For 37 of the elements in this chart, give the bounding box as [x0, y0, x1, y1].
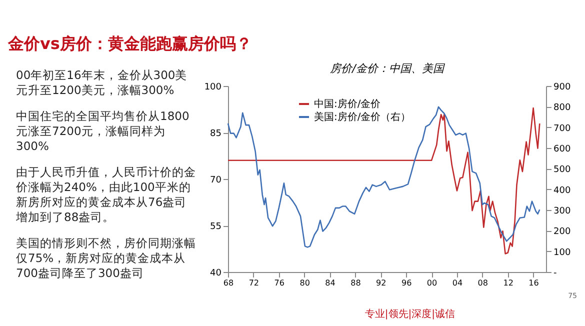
x-tick-label: 16 [528, 278, 539, 288]
x-tick-label: 76 [274, 278, 284, 288]
text: 00年初至16年末，金价从300美元升至1200美元，涨幅300% [16, 68, 188, 98]
x-tick-label: 88 [350, 278, 361, 288]
y2-tick-label: 500 [554, 165, 571, 176]
legend-label: 中国:房价/金价 [314, 98, 381, 110]
y2-tick-label: 400 [554, 186, 571, 196]
y-tick-label: 70 [210, 176, 222, 186]
y2-tick-label: 100 [554, 248, 571, 258]
text: 由于人民币升值，人民币计价的金价涨幅为240%，由此100平米的新房所对应的黄金成本从76盎司增加到了88盎司。 [16, 165, 197, 225]
y-tick-label: 85 [210, 129, 222, 139]
y-tick-label: 55 [210, 222, 222, 232]
x-tick-label: 04 [452, 278, 463, 288]
y-tick-label: 100 [204, 82, 222, 92]
y2-tick-label: 700 [554, 124, 571, 134]
text: 美国的情形则不然，房价同期涨幅仅75%，新房对应的黄金成本从700盎司降至了300盎司 [16, 236, 197, 281]
text: 中国住宅的全国平均售价从1800元涨至7200元，涨幅同样为300% [16, 109, 190, 154]
y2-tick-label: 300 [554, 206, 571, 216]
x-tick-label: 00 [426, 278, 438, 288]
x-tick-label: 12 [503, 278, 514, 288]
x-tick-label: 80 [300, 278, 310, 288]
legend-label: 美国:房价/金价（右） [314, 111, 411, 123]
x-tick-label: 68 [223, 278, 234, 288]
y2-tick-label: 800 [554, 103, 571, 114]
chart-title: 金价vs房价：黄金能跑赢房价吗？ [8, 34, 252, 55]
x-tick-label: 72 [248, 278, 260, 288]
x-tick-label: 84 [325, 278, 336, 288]
y2-tick-label: - [554, 268, 557, 278]
y-tick-label: 40 [210, 268, 222, 278]
y2-tick-label: 600 [554, 144, 571, 154]
text: 专业|领先|深度|诚信 [364, 308, 455, 321]
x-tick-label: 96 [401, 278, 412, 288]
y2-tick-label: 200 [554, 227, 571, 238]
x-tick-label: 08 [478, 278, 488, 288]
y2-tick-label: 900 [554, 82, 571, 92]
x-tick-label: 92 [376, 278, 386, 288]
chart-subtitle: 房价/金价：中国、美国 [330, 62, 446, 75]
